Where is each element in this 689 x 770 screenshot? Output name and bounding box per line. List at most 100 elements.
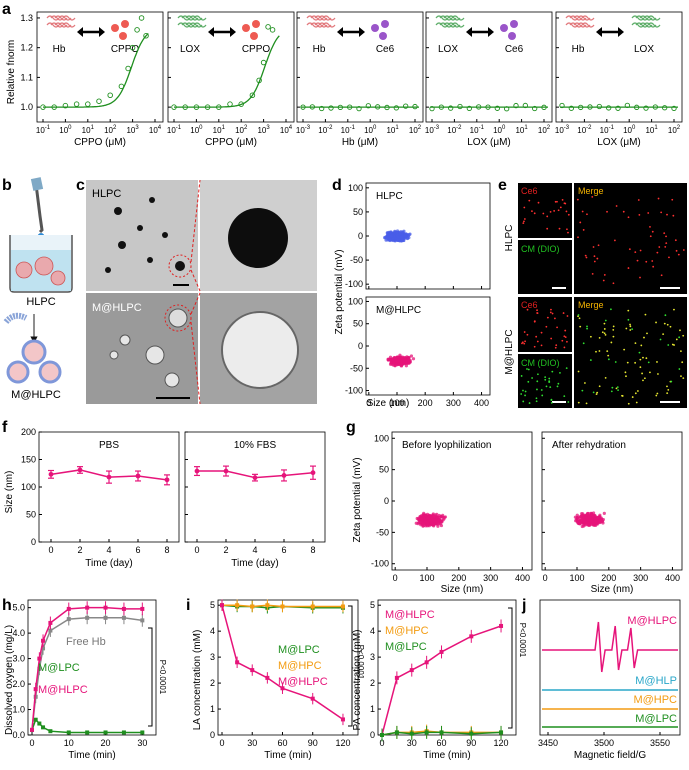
fluorescent-dot — [557, 382, 560, 385]
data-point — [404, 361, 408, 365]
fluorescent-dot — [531, 377, 533, 379]
x-axis-label: Size (nm) — [441, 584, 484, 595]
panel-a-subplot: 10-3 10-2 10-1 100 101 102 LOX (μM) Hb LOX — [555, 11, 683, 148]
fluorescent-dot — [591, 195, 594, 198]
fluorescent-dot — [528, 402, 531, 404]
fluorescent-dot — [682, 377, 685, 380]
ce6-molecule-icon — [381, 20, 389, 28]
fluorescent-dot — [550, 337, 553, 340]
fluorescent-dot — [540, 331, 543, 334]
fluorescent-dot — [548, 377, 551, 380]
fluorescent-dot — [523, 218, 526, 220]
x-tick-label: 0 — [379, 738, 384, 748]
fluorescent-dot — [536, 388, 538, 391]
fluorescent-dot — [551, 370, 554, 373]
data-point — [85, 730, 90, 735]
y-tick-label: 0 — [31, 537, 36, 547]
x-tick-label: 101 — [386, 125, 399, 135]
protein-strand — [46, 22, 60, 28]
fluorescent-dot — [606, 350, 609, 353]
fluorescent-dot — [537, 201, 540, 204]
e-cm-1: CM (DIO) — [521, 244, 560, 254]
data-point — [432, 522, 436, 527]
data-point — [591, 514, 595, 518]
x-tick-label: 102 — [104, 125, 117, 135]
data-point — [143, 33, 149, 39]
fluorescent-dot — [656, 361, 658, 363]
fit-curve — [174, 35, 280, 108]
data-point — [398, 232, 402, 236]
data-point — [220, 603, 224, 608]
data-point — [448, 105, 454, 111]
data-point — [392, 360, 396, 365]
fluorescent-dot — [638, 214, 641, 216]
y-tick-label: 0 — [358, 231, 363, 241]
data-point — [568, 105, 574, 111]
x-tick-label: 30 — [407, 738, 417, 748]
fluorescent-dot — [660, 211, 663, 214]
data-point — [403, 103, 409, 109]
binding-partner-left: Hb — [572, 44, 585, 55]
series-label: M@HPC — [633, 694, 677, 706]
x-tick-label: 10-2 — [318, 125, 333, 135]
data-point — [134, 27, 140, 33]
y-tick-label: 0.0 — [12, 730, 25, 740]
panel-a-ylabel: Relative fnorm — [6, 40, 17, 104]
fluorescent-dot — [665, 242, 668, 245]
fluorescent-dot — [535, 335, 538, 338]
fluorescent-dot — [627, 309, 630, 312]
e-row2-label: M@HLPC — [504, 329, 515, 374]
fluorescent-dot — [577, 370, 580, 373]
data-point — [428, 519, 432, 523]
data-point — [138, 15, 145, 21]
data-point — [66, 730, 71, 735]
plot-title: Before lyophilization — [402, 440, 492, 451]
x-tick-label: 0 — [543, 573, 548, 583]
fluorescent-dot — [546, 215, 549, 218]
binding-partner-left: LOX — [180, 44, 200, 55]
panel-h-plot: 5.0 4.0 3.0 2.0 1.0 0.0 0 10 20 30 Time (min) Free … — [12, 599, 167, 761]
fluorescent-dot — [634, 251, 637, 253]
y-tick-label: 4 — [370, 626, 375, 636]
fluorescent-dot — [641, 372, 643, 375]
fluorescent-dot — [666, 323, 669, 326]
data-point — [466, 105, 472, 112]
legend-m-hlpc: M@HLPC — [278, 676, 328, 688]
data-point — [48, 471, 54, 477]
data-point — [252, 475, 258, 481]
protein-strand — [577, 15, 591, 21]
fluorescent-dot — [655, 321, 657, 324]
data-point — [85, 101, 91, 107]
data-point — [347, 104, 353, 110]
fluorescent-dot — [611, 386, 614, 389]
data-point — [37, 721, 42, 726]
series-label: M@HLPC — [627, 615, 677, 627]
panel-b-bottom-label: M@HLPC — [11, 389, 61, 401]
fluorescent-dot — [521, 342, 523, 345]
data-point — [41, 725, 46, 730]
data-point — [300, 104, 306, 110]
x-tick-label: 30 — [247, 738, 257, 748]
fluorescent-dot — [626, 361, 629, 364]
size-stability-plot: 200 150 100 50 0 0 2 4 6 8 Time (day) PBS — [21, 427, 180, 569]
data-point — [469, 731, 474, 736]
fluorescent-dot — [585, 402, 588, 405]
fluorescent-dot — [604, 333, 607, 336]
fluorescent-dot — [617, 389, 619, 392]
fluorescent-dot — [627, 318, 630, 321]
fluorescent-dot — [540, 389, 543, 391]
binding-partner-left: LOX — [438, 44, 458, 55]
data-point — [384, 238, 388, 242]
protein-strand — [54, 22, 68, 28]
fluorescent-dot — [596, 257, 599, 260]
x-tick-label: 103 — [257, 125, 270, 135]
fluorescent-dot — [522, 222, 525, 225]
protein-strand — [322, 15, 336, 21]
fluorescent-dot — [639, 276, 641, 279]
x-tick-label: 100 — [623, 125, 636, 135]
data-point — [121, 730, 126, 735]
protein-strand — [314, 15, 328, 21]
data-point — [411, 357, 416, 361]
fluorescent-dot — [610, 390, 613, 393]
